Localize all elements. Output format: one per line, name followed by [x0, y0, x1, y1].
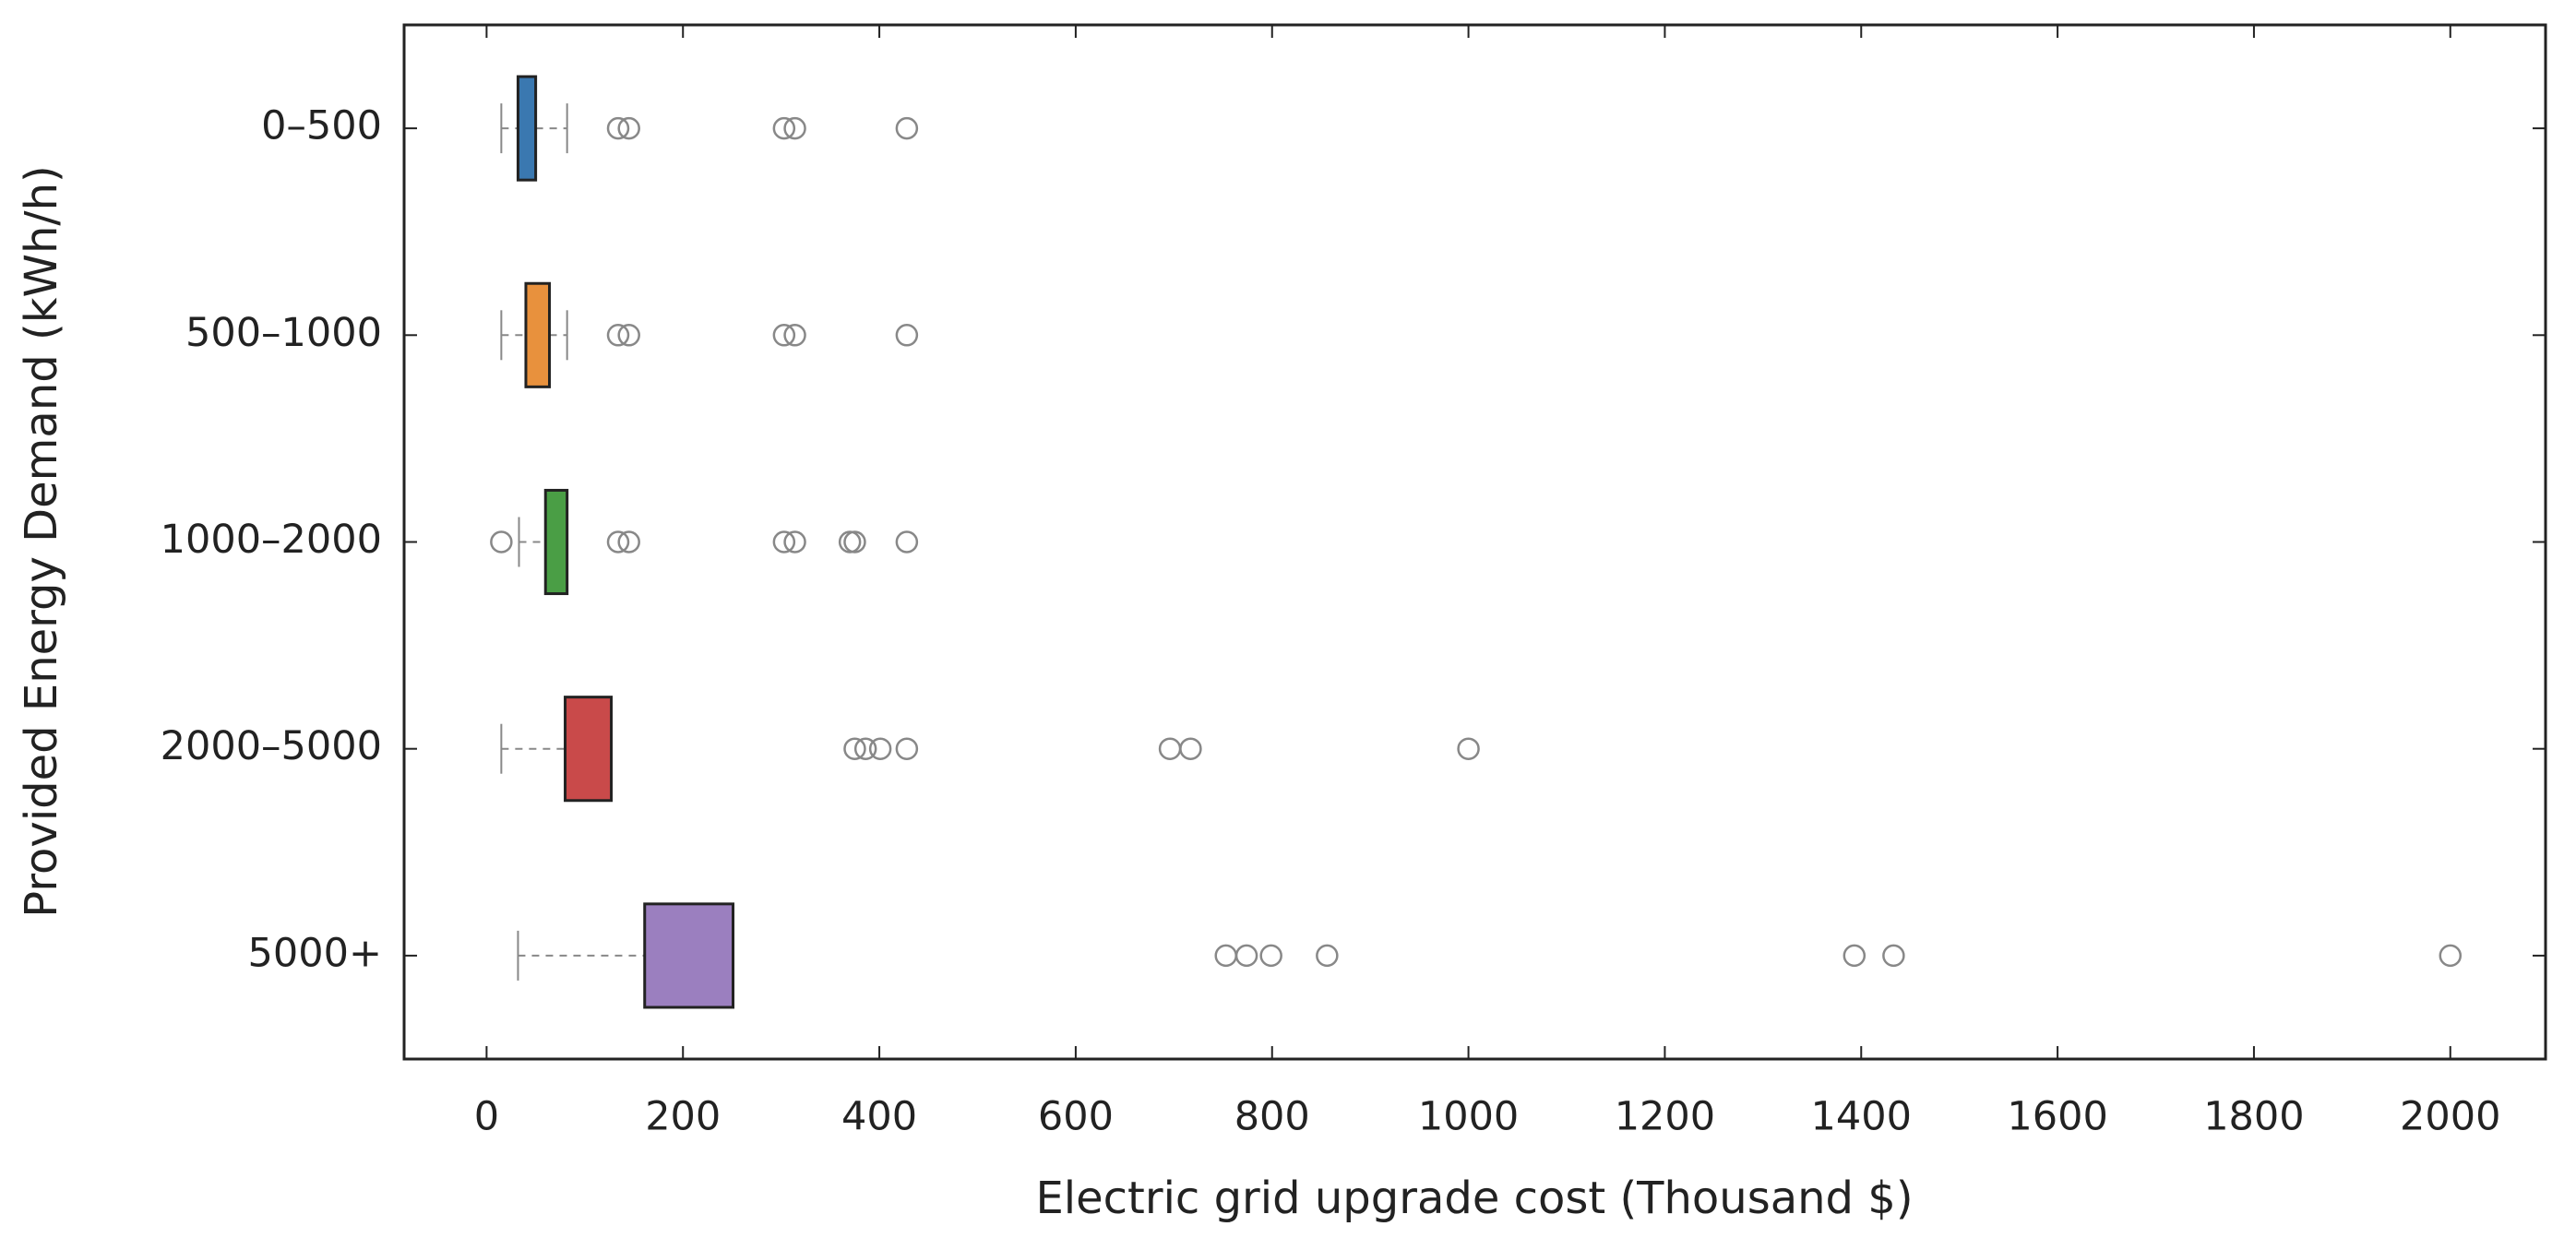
outlier: [772, 116, 796, 140]
y-tick-label: 0–500: [261, 103, 382, 149]
x-tick-label: 1000: [1418, 1094, 1519, 1140]
outlier: [490, 530, 513, 554]
y-axis-label: Provided Energy Demand (kWh/h): [16, 165, 67, 917]
outlier: [772, 530, 796, 554]
x-tick-label: 0: [474, 1094, 499, 1140]
box: [524, 281, 552, 388]
x-tick-label: 1200: [1615, 1094, 1715, 1140]
outlier: [1259, 944, 1282, 968]
y-tick-label: 1000–2000: [161, 517, 382, 563]
box: [516, 75, 538, 182]
outlier: [843, 737, 866, 760]
outlier: [895, 324, 919, 347]
outlier: [1158, 737, 1182, 760]
x-axis-label: Electric grid upgrade cost (Thousand $): [1035, 1173, 1913, 1224]
outlier: [853, 737, 877, 760]
outlier: [1843, 944, 1866, 968]
outlier: [868, 737, 892, 760]
y-tick-label: 500–1000: [185, 310, 382, 356]
x-tick-label: 1600: [2007, 1094, 2107, 1140]
x-tick-label: 200: [645, 1094, 721, 1140]
y-tick-label: 5000+: [248, 930, 382, 976]
outlier: [783, 116, 806, 140]
outlier: [1179, 737, 1202, 760]
x-tick-label: 400: [841, 1094, 917, 1140]
outlier: [783, 324, 806, 347]
outlier: [1214, 944, 1237, 968]
outlier: [772, 324, 796, 347]
outlier: [617, 324, 640, 347]
outlier: [606, 116, 630, 140]
outlier: [895, 530, 919, 554]
outlier: [895, 737, 919, 760]
box: [643, 902, 735, 1009]
outlier: [617, 530, 640, 554]
x-tick-label: 600: [1038, 1094, 1114, 1140]
y-tick-label: 2000–5000: [161, 723, 382, 769]
outlier: [606, 324, 630, 347]
outlier: [1316, 944, 1339, 968]
outlier: [838, 530, 862, 554]
box: [564, 696, 614, 803]
x-tick-label: 800: [1234, 1094, 1310, 1140]
x-tick-label: 1400: [1811, 1094, 1912, 1140]
outlier: [895, 116, 919, 140]
outlier: [1234, 944, 1258, 968]
outlier: [783, 530, 806, 554]
x-tick-label: 2000: [2400, 1094, 2500, 1140]
box: [543, 488, 569, 596]
outlier: [606, 530, 630, 554]
x-tick-label: 1800: [2203, 1094, 2304, 1140]
outlier: [2439, 944, 2463, 968]
outlier: [843, 530, 866, 554]
outlier: [1457, 737, 1480, 760]
outlier: [617, 116, 640, 140]
outlier: [1882, 944, 1905, 968]
